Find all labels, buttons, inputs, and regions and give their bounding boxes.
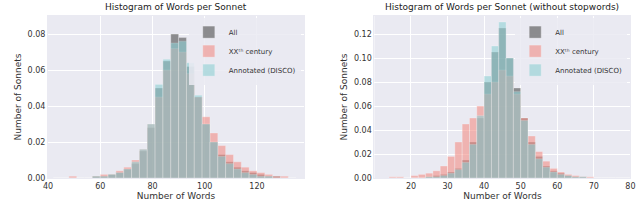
svg-text:0.00: 0.00 xyxy=(354,174,372,183)
svg-text:0.08: 0.08 xyxy=(28,30,46,39)
svg-text:0.02: 0.02 xyxy=(28,138,46,147)
svg-text:0.00: 0.00 xyxy=(28,174,46,183)
svg-text:100: 100 xyxy=(197,182,212,191)
svg-text:80: 80 xyxy=(625,182,635,191)
svg-text:120: 120 xyxy=(249,182,264,191)
svg-text:Annotated (DISCO): Annotated (DISCO) xyxy=(555,67,622,75)
svg-text:50: 50 xyxy=(516,182,526,191)
svg-text:0.06: 0.06 xyxy=(354,102,372,111)
svg-text:Histogram of Words per Sonnet: Histogram of Words per Sonnet xyxy=(105,2,247,12)
svg-text:20: 20 xyxy=(406,182,416,191)
svg-text:30: 30 xyxy=(442,182,452,191)
svg-text:Number of Sonnets: Number of Sonnets xyxy=(13,53,23,140)
svg-text:40: 40 xyxy=(479,182,489,191)
svg-text:Number of Words: Number of Words xyxy=(137,191,216,201)
svg-text:All: All xyxy=(555,29,564,37)
svg-text:Number of Words: Number of Words xyxy=(463,191,542,201)
svg-text:60: 60 xyxy=(552,182,562,191)
svg-text:60: 60 xyxy=(95,182,105,191)
svg-text:0.04: 0.04 xyxy=(354,126,372,135)
svg-text:0.02: 0.02 xyxy=(354,150,372,159)
svg-text:0.06: 0.06 xyxy=(28,66,46,75)
svg-text:80: 80 xyxy=(147,182,157,191)
svg-text:0.04: 0.04 xyxy=(28,102,46,111)
svg-text:0.08: 0.08 xyxy=(354,78,372,87)
svg-text:Number of Sonnets: Number of Sonnets xyxy=(339,53,349,140)
svg-text:XXᵗʰ century: XXᵗʰ century xyxy=(555,48,599,56)
svg-text:XXᵗʰ century: XXᵗʰ century xyxy=(229,48,273,56)
svg-text:40: 40 xyxy=(43,182,53,191)
svg-text:Annotated (DISCO): Annotated (DISCO) xyxy=(229,67,296,75)
svg-text:70: 70 xyxy=(589,182,599,191)
svg-text:Histogram of Words per Sonnet: Histogram of Words per Sonnet (without s… xyxy=(385,2,619,12)
svg-text:All: All xyxy=(229,29,238,37)
svg-text:0.10: 0.10 xyxy=(354,54,372,63)
svg-text:0.12: 0.12 xyxy=(354,30,372,39)
